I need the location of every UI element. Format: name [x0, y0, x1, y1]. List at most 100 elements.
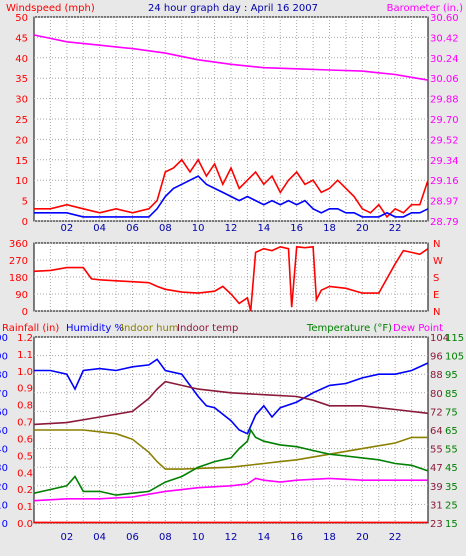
temperature-line	[33, 428, 429, 496]
windspeed-tick-label: 45	[15, 33, 28, 44]
compass-direction-label: N	[433, 239, 440, 250]
windspeed-tick-label: 20	[15, 135, 28, 146]
climate-panel-x-tick: 22	[389, 532, 402, 543]
direction-degree-label: 180	[9, 273, 28, 284]
humidity-tick-label: 70	[0, 389, 8, 400]
temperature-tick-label: 80	[430, 389, 443, 400]
temperature-axis-label: Temperature (°F)	[306, 323, 392, 334]
barometer-tick-label: 30.06	[430, 74, 459, 85]
wind-axis-label: Windspeed (mph)	[6, 3, 95, 14]
indoor-tick-label: 45	[445, 463, 458, 474]
climate-panel-x-tick: 18	[323, 532, 336, 543]
humidity-tick-label: 80	[0, 370, 8, 381]
rainfall-tick-label: 1.1	[17, 350, 33, 361]
windspeed-tick-label: 0	[22, 217, 28, 228]
barometer-tick-label: 29.52	[430, 135, 459, 146]
windspeed-tick-label: 15	[15, 156, 28, 167]
compass-direction-label: S	[433, 273, 439, 284]
indoor-tick-label: 75	[445, 407, 458, 418]
indoor-tick-label: 65	[445, 426, 458, 437]
humidity-tick-label: 90	[0, 352, 8, 363]
temperature-tick-label: 104	[430, 333, 449, 344]
temperature-tick-label: 55	[430, 445, 443, 456]
rainfall-axis-label: Rainfall (in)	[2, 323, 59, 334]
climate-panel-x-tick: 10	[192, 532, 205, 543]
compass-direction-label: E	[433, 290, 439, 301]
barometer-tick-label: 30.60	[430, 13, 459, 24]
climate-panel-x-tick: 12	[225, 532, 238, 543]
humidity-tick-label: 0	[2, 519, 8, 530]
direction-degree-label: 270	[9, 256, 28, 267]
indoor-humidity-line	[34, 429, 428, 470]
temperature-tick-label: 88	[430, 370, 443, 381]
dewpoint-axis-label: Dew Point	[393, 323, 443, 334]
windspeed-tick-label: 40	[15, 54, 28, 65]
indoor-tick-label: 115	[445, 333, 464, 344]
humidity-tick-label: 60	[0, 407, 8, 418]
barometer-tick-label: 29.34	[430, 156, 459, 167]
rainfall-tick-label: 1.0	[17, 367, 33, 378]
wind-panel-x-tick: 14	[257, 223, 270, 234]
climate-panel-x-tick: 14	[257, 532, 270, 543]
humidity-line	[34, 358, 429, 435]
wind-panel-x-tick: 10	[192, 223, 205, 234]
wind-direction-line	[33, 245, 429, 312]
windspeed-tick-label: 10	[15, 176, 28, 187]
barometer-line	[33, 34, 429, 81]
barometer-tick-label: 30.24	[430, 54, 459, 65]
rainfall-tick-label: 0.0	[17, 519, 33, 530]
temperature-tick-label: 72	[430, 407, 443, 418]
wind-panel-x-tick: 06	[126, 223, 139, 234]
wind-gust-line	[34, 158, 429, 219]
windspeed-tick-label: 5	[22, 197, 28, 208]
indoor-tick-label: 95	[445, 370, 458, 381]
compass-direction-label: N	[433, 307, 440, 318]
rainfall-tick-label: 0.9	[17, 384, 33, 395]
indoor-humidity-label: Indoor hum	[121, 323, 179, 334]
climate-panel-x-tick: 08	[159, 532, 172, 543]
rainfall-tick-label: 0.1	[17, 502, 33, 513]
humidity-tick-label: 40	[0, 445, 8, 456]
windspeed-tick-label: 30	[15, 95, 28, 106]
wind-panel-x-tick: 08	[159, 223, 172, 234]
wind-speed-line	[34, 175, 429, 218]
wind-panel-x-tick: 22	[389, 223, 402, 234]
rainfall-tick-label: 0.4	[17, 468, 33, 479]
barometer-tick-label: 29.70	[430, 115, 459, 126]
rainfall-tick-label: 0.8	[17, 401, 33, 412]
chart-title: 24 hour graph day : April 16 2007	[148, 3, 318, 14]
wind-panel-x-tick: 16	[290, 223, 303, 234]
humidity-axis-label: Humidity %	[66, 323, 124, 334]
climate-panel-x-tick: 06	[126, 532, 139, 543]
temperature-tick-label: 39	[430, 482, 443, 493]
chart-panels: 0 5 10 15 20 25 30 35 40 45 50 28.79 28.97 29.16 29.34…	[0, 13, 464, 543]
temperature-tick-label: 23	[430, 519, 443, 530]
indoor-tick-label: 85	[445, 389, 458, 400]
indoor-temp-label: Indoor temp	[177, 323, 238, 334]
indoor-tick-label: 15	[445, 519, 458, 530]
climate-panel-x-tick: 20	[356, 532, 369, 543]
wind-panel-x-tick: 12	[225, 223, 238, 234]
humidity-tick-label: 10	[0, 500, 8, 511]
barometer-tick-label: 28.79	[430, 217, 459, 228]
humidity-tick-label: 30	[0, 463, 8, 474]
temperature-tick-label: 64	[430, 426, 443, 437]
direction-degree-label: 360	[9, 239, 28, 250]
temperature-tick-label: 47	[430, 463, 443, 474]
barometer-tick-label: 28.97	[430, 197, 459, 208]
barometer-tick-label: 29.16	[430, 176, 459, 187]
wind-panel-x-tick: 04	[93, 223, 106, 234]
indoor-tick-label: 35	[445, 482, 458, 493]
indoor-tick-label: 25	[445, 500, 458, 511]
wind-panel-x-tick: 20	[356, 223, 369, 234]
dewpoint-line	[33, 477, 428, 502]
barometer-tick-label: 30.42	[430, 33, 459, 44]
indoor-temp-line	[33, 380, 429, 426]
windspeed-tick-label: 25	[15, 115, 28, 126]
humidity-tick-label: 20	[0, 482, 8, 493]
humidity-tick-label: 50	[0, 426, 8, 437]
indoor-tick-label: 105	[445, 352, 464, 363]
climate-panel-x-tick: 04	[93, 532, 106, 543]
barometer-tick-label: 29.88	[430, 95, 459, 106]
